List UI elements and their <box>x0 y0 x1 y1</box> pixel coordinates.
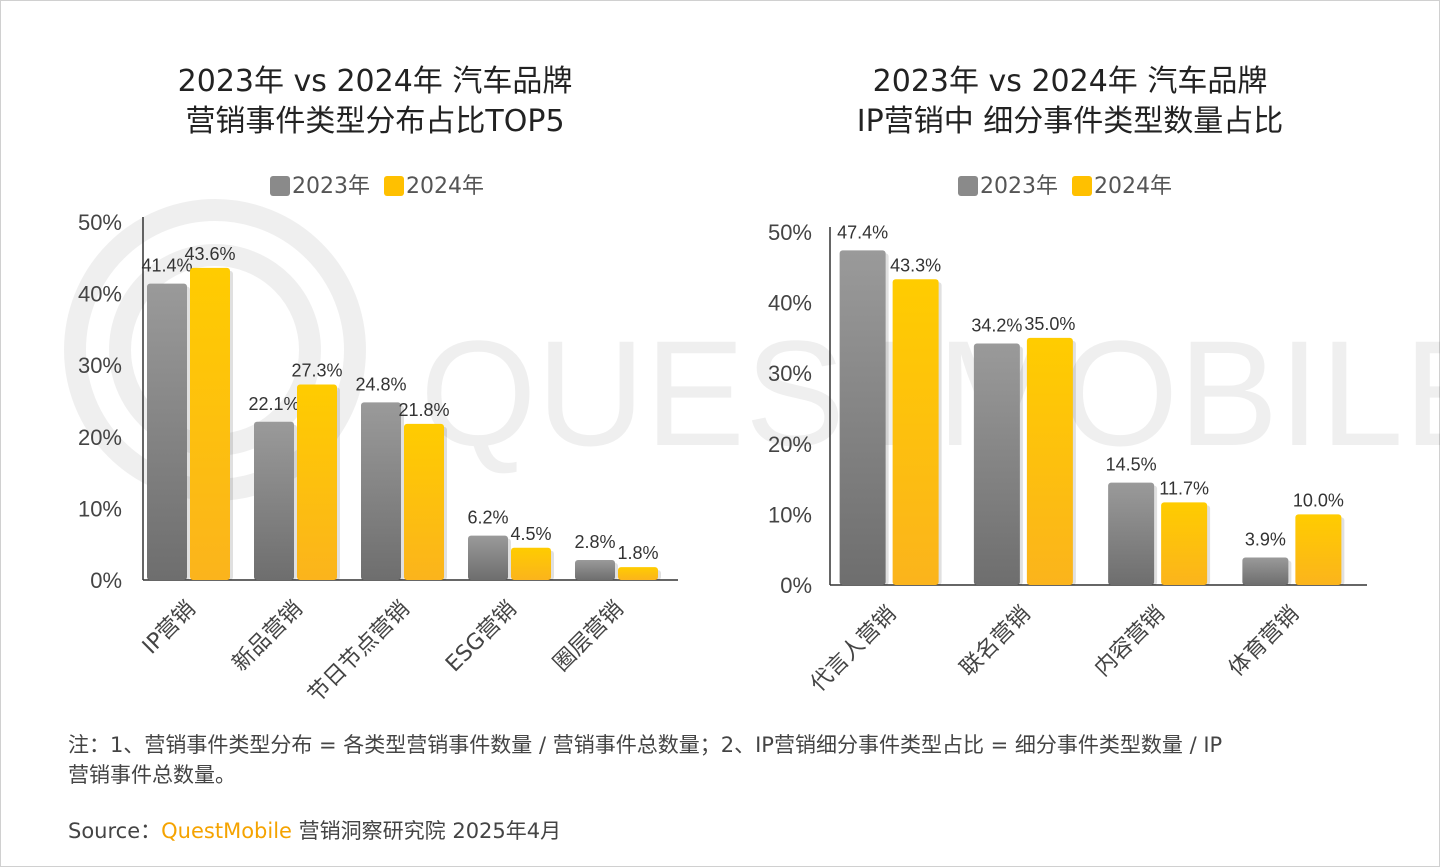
chart-2-title-line1: 2023年 vs 2024年 汽车品牌 <box>872 64 1268 99</box>
bar-2024年-圈层营销 <box>618 567 658 580</box>
bar-2024年-体育营销 <box>1295 514 1342 585</box>
bar-2023年-体育营销 <box>1242 557 1289 585</box>
data-label: 22.1% <box>248 394 299 414</box>
legend-label: 2023年 <box>292 174 370 199</box>
y-tick-label: 50% <box>768 220 812 245</box>
footnote-line2: 营销事件总数量。 <box>68 763 236 787</box>
y-tick-label: 0% <box>90 568 122 593</box>
x-tick-label: 新品营销 <box>228 597 308 677</box>
data-label: 14.5% <box>1106 455 1157 475</box>
y-tick-label: 20% <box>768 432 812 457</box>
bar-2024年-代言人营销 <box>892 279 939 585</box>
x-tick-label: 联名营销 <box>956 602 1036 682</box>
data-label: 47.4% <box>837 222 888 242</box>
legend-swatch-2023 <box>958 176 978 196</box>
legend-item-2023: 2023年 <box>958 168 1058 200</box>
bar-2024年-联名营销 <box>1026 337 1073 585</box>
data-label: 43.3% <box>890 255 941 275</box>
bar-2024年-内容营销 <box>1161 502 1208 585</box>
data-label: 2.8% <box>574 532 615 552</box>
chart-1-legend: 2023年 2024年 <box>270 168 484 200</box>
footnote-line1: 注：1、营销事件类型分布 = 各类型营销事件数量 / 营销事件总数量；2、IP营… <box>68 733 1223 757</box>
data-label: 21.8% <box>398 400 449 420</box>
data-label: 11.7% <box>1159 478 1209 498</box>
x-tick-label: 圈层营销 <box>549 597 629 677</box>
footnote: 注：1、营销事件类型分布 = 各类型营销事件数量 / 营销事件总数量；2、IP营… <box>68 730 1378 790</box>
y-tick-label: 20% <box>78 425 122 450</box>
source-brand: QuestMobile <box>161 819 292 843</box>
data-label: 43.6% <box>184 244 235 264</box>
data-label: 10.0% <box>1293 490 1344 510</box>
chart-2-title: 2023年 vs 2024年 汽车品牌 IP营销中 细分事件类型数量占比 <box>790 62 1350 142</box>
chart-1-title: 2023年 vs 2024年 汽车品牌 营销事件类型分布占比TOP5 <box>100 62 650 142</box>
legend-label: 2023年 <box>980 174 1058 199</box>
y-tick-label: 40% <box>78 282 122 307</box>
legend-swatch-2023 <box>270 176 290 196</box>
y-tick-label: 10% <box>78 496 122 521</box>
y-tick-label: 10% <box>768 502 812 527</box>
data-label: 41.4% <box>141 256 192 276</box>
bar-2024年-节日节点营销 <box>404 423 444 580</box>
legend-swatch-2024 <box>384 176 404 196</box>
y-tick-label: 50% <box>78 210 122 235</box>
data-label: 3.9% <box>1245 529 1286 549</box>
chart-1-title-line1: 2023年 vs 2024年 汽车品牌 <box>177 64 573 99</box>
source-line: Source：QuestMobile 营销洞察研究院 2025年4月 <box>68 815 561 845</box>
data-label: 35.0% <box>1024 314 1075 334</box>
legend-label: 2024年 <box>1094 174 1172 199</box>
bar-2023年-圈层营销 <box>575 559 615 580</box>
chart-2-title-line2: IP营销中 细分事件类型数量占比 <box>856 104 1284 139</box>
y-tick-label: 0% <box>780 573 812 598</box>
x-tick-label: IP营销 <box>138 597 201 660</box>
x-tick-label: 体育营销 <box>1224 602 1304 682</box>
bar-2023年-联名营销 <box>973 343 1020 585</box>
legend-swatch-2024 <box>1072 176 1092 196</box>
bar-2023年-节日节点营销 <box>361 402 401 580</box>
chart-2-legend: 2023年 2024年 <box>958 168 1172 200</box>
bar-2024年-IP营销 <box>190 267 230 580</box>
legend-item-2024: 2024年 <box>384 168 484 200</box>
bar-2023年-ESG营销 <box>468 535 508 580</box>
x-tick-label: ESG营销 <box>441 597 522 678</box>
bar-2023年-内容营销 <box>1108 482 1155 585</box>
x-tick-label: 代言人营销 <box>806 602 901 697</box>
x-tick-label: 节日节点营销 <box>304 597 415 708</box>
chart-1-title-line2: 营销事件类型分布占比TOP5 <box>185 104 565 139</box>
y-tick-label: 40% <box>768 291 812 316</box>
bar-2024年-ESG营销 <box>511 547 551 580</box>
bar-2023年-代言人营销 <box>839 250 886 585</box>
legend-item-2023: 2023年 <box>270 168 370 200</box>
bar-2023年-IP营销 <box>147 283 187 580</box>
bar-2024年-新品营销 <box>297 384 337 580</box>
y-tick-label: 30% <box>78 353 122 378</box>
x-tick-label: 内容营销 <box>1090 602 1170 682</box>
source-prefix: Source： <box>68 819 162 843</box>
data-label: 6.2% <box>467 508 508 528</box>
legend-item-2024: 2024年 <box>1072 168 1172 200</box>
data-label: 1.8% <box>617 543 658 563</box>
source-suffix: 营销洞察研究院 2025年4月 <box>298 819 562 843</box>
data-label: 27.3% <box>291 361 342 381</box>
legend-label: 2024年 <box>406 174 484 199</box>
y-tick-label: 30% <box>768 361 812 386</box>
data-label: 34.2% <box>971 316 1022 336</box>
data-label: 24.8% <box>355 374 406 394</box>
bar-2023年-新品营销 <box>254 421 294 580</box>
data-label: 4.5% <box>510 524 551 544</box>
